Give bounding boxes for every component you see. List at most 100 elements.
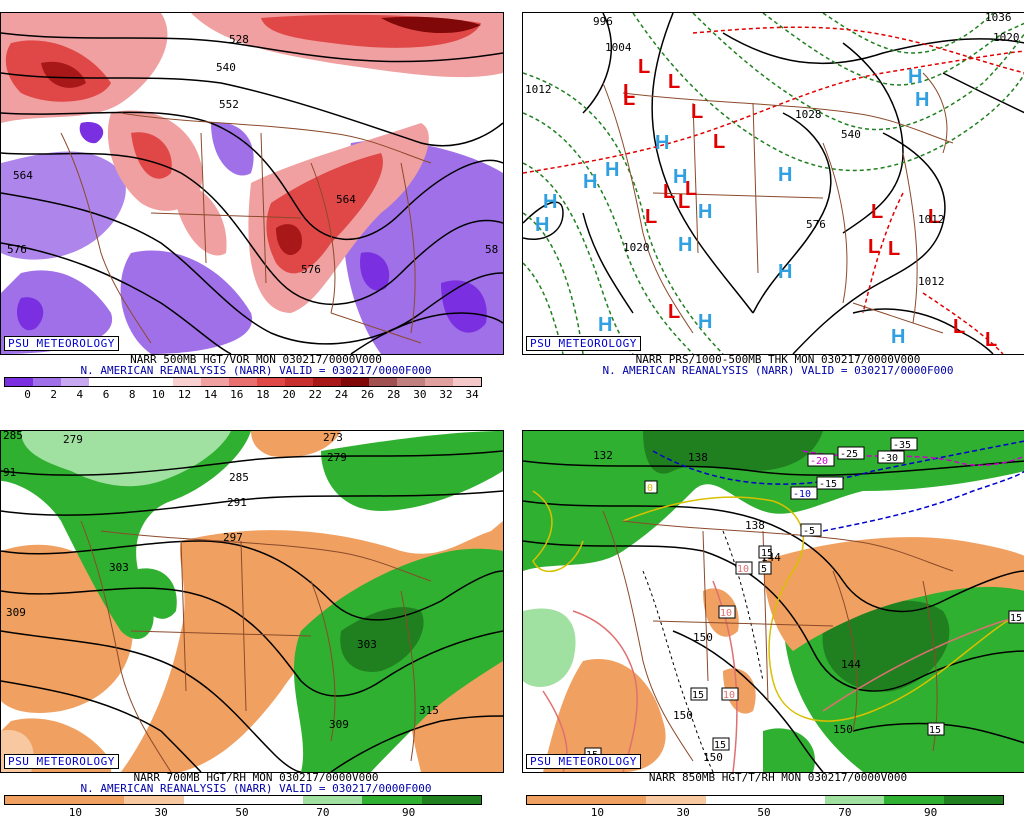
- colorbar-tick-label: 32: [439, 388, 453, 401]
- map-mslp: H H H H H H H H H H H H H H H L L L: [522, 12, 1024, 355]
- contour-label: 552: [219, 98, 239, 111]
- colorbar-tick-label: 30: [676, 806, 690, 819]
- low-pressure-label: L: [678, 191, 690, 213]
- low-pressure-label: L: [668, 71, 680, 93]
- colorbar-tick-label: 28: [387, 388, 401, 401]
- contour-label: 150: [693, 631, 713, 644]
- high-pressure-label: H: [778, 261, 792, 283]
- low-pressure-label: L: [928, 206, 940, 228]
- low-pressure-label: L: [623, 81, 635, 103]
- panel-850mb-t-rh: 132 138 138 144 150 150 150 144 150 -35 …: [522, 418, 1024, 827]
- colorbar-segment: [884, 796, 944, 804]
- low-pressure-label: L: [871, 201, 883, 223]
- isotherm-label: -20: [810, 456, 828, 467]
- contour-label: 303: [109, 561, 129, 574]
- contour-label: 540: [841, 128, 861, 141]
- contour-label: 144: [841, 658, 861, 671]
- colorbar-segment: [369, 378, 397, 386]
- contour-label: 996: [593, 15, 613, 28]
- map-700mb: 285 279 273 279 285 291 297 303 309 303 …: [0, 430, 504, 773]
- vorticity-colorbar: [4, 377, 482, 387]
- contour-label: 150: [703, 751, 723, 764]
- high-pressure-label: H: [543, 191, 557, 213]
- vorticity-colorbar-ticks: 0 2 4 6 8 10 12 14 16 18 20 22 24 26 28 30 32 34: [4, 389, 480, 401]
- contour-label: 297: [223, 531, 243, 544]
- rh-colorbar-ticks: 10 30 50 70 90: [4, 807, 480, 819]
- colorbar-tick-label: 50: [757, 806, 771, 819]
- psu-meteorology-badge: PSU METEOROLOGY: [4, 336, 119, 351]
- colorbar-segment: [5, 378, 33, 386]
- low-pressure-label: L: [985, 329, 997, 351]
- contour-label: 273: [323, 431, 343, 444]
- panel-700mb-rh: 285 279 273 279 285 291 297 303 309 303 …: [0, 418, 512, 827]
- high-pressure-label: H: [678, 234, 692, 256]
- contour-label: 279: [63, 433, 83, 446]
- rh-colorbar: [4, 795, 482, 805]
- isotherm-label: 10: [720, 608, 732, 619]
- colorbar-segment: [397, 378, 425, 386]
- colorbar-tick-label: 14: [203, 388, 218, 401]
- colorbar-segment: [421, 796, 481, 804]
- colorbar-tick-label: 4: [76, 388, 84, 401]
- isotherm-label: -15: [819, 479, 837, 490]
- colorbar-segment: [453, 378, 481, 386]
- colorbar-tick-label: 90: [401, 806, 416, 819]
- colorbar-tick-label: 50: [235, 806, 249, 819]
- isotherm-label: 0: [647, 483, 653, 494]
- high-pressure-label: H: [908, 66, 922, 88]
- colorbar-segment: [201, 378, 229, 386]
- isotherm-label: -10: [793, 489, 811, 500]
- contour-label: 1012: [918, 275, 945, 288]
- isotherm-label: 10: [737, 564, 749, 575]
- high-pressure-label: H: [598, 314, 612, 336]
- contour-label: 1036: [985, 13, 1012, 24]
- colorbar-segment: [341, 378, 369, 386]
- colorbar-tick-label: 18: [256, 388, 270, 401]
- colorbar-segment: [183, 796, 243, 804]
- panel-500mb-vorticity: 528 540 552 564 576 58 564 576 PSU METEO…: [0, 0, 512, 409]
- isotherm-label: -35: [893, 440, 911, 451]
- high-pressure-label: H: [698, 311, 712, 333]
- colorbar-segment: [586, 796, 646, 804]
- contour-label: 285: [229, 471, 249, 484]
- contour-label: 1020: [993, 31, 1020, 44]
- colorbar-segment: [173, 378, 201, 386]
- high-pressure-label: H: [535, 214, 549, 236]
- contour-label: 528: [229, 33, 249, 46]
- colorbar-segment: [527, 796, 587, 804]
- colorbar-segment: [5, 796, 65, 804]
- high-pressure-label: H: [891, 326, 905, 348]
- contour-label: 564: [336, 193, 356, 206]
- colorbar-tick-label: 16: [230, 388, 244, 401]
- isotherm-label: -25: [840, 449, 858, 460]
- map-700mb-canvas: 285 279 273 279 285 291 297 303 309 303 …: [1, 431, 503, 772]
- contour-label: 309: [329, 718, 349, 731]
- high-pressure-label: H: [698, 201, 712, 223]
- colorbar-segment: [124, 796, 184, 804]
- contour-label: 315: [419, 704, 439, 717]
- colorbar-tick-label: 8: [128, 388, 136, 401]
- colorbar-segment: [425, 378, 453, 386]
- contour-label: 150: [833, 723, 853, 736]
- isotherm-label: 15: [692, 690, 704, 701]
- colorbar-tick-label: 26: [360, 388, 375, 401]
- map-caption-product: NARR 700MB HGT/RH MON 030217/0000V000: [133, 771, 379, 784]
- high-pressure-label: H: [655, 132, 669, 154]
- low-pressure-label: L: [685, 178, 697, 200]
- low-pressure-label: L: [713, 131, 725, 153]
- rh-colorbar-ticks: 10 30 50 70 90: [526, 807, 1002, 819]
- contour-label: 285: [3, 431, 23, 442]
- colorbar-tick-label: 10: [590, 806, 605, 819]
- colorbar-tick-label: 90: [923, 806, 938, 819]
- low-pressure-label: L: [691, 101, 703, 123]
- low-pressure-label: L: [888, 238, 900, 260]
- contour-label: 576: [806, 218, 826, 231]
- panel-mslp-thickness: H H H H H H H H H H H H H H H L L L: [522, 0, 1024, 409]
- low-pressure-label: L: [638, 56, 650, 78]
- contour-label: 91: [3, 466, 16, 479]
- low-pressure-label: L: [868, 236, 880, 258]
- high-pressure-label: H: [583, 171, 597, 193]
- contour-label: 1020: [623, 241, 650, 254]
- colorbar-segment: [243, 796, 303, 804]
- colorbar-segment: [117, 378, 145, 386]
